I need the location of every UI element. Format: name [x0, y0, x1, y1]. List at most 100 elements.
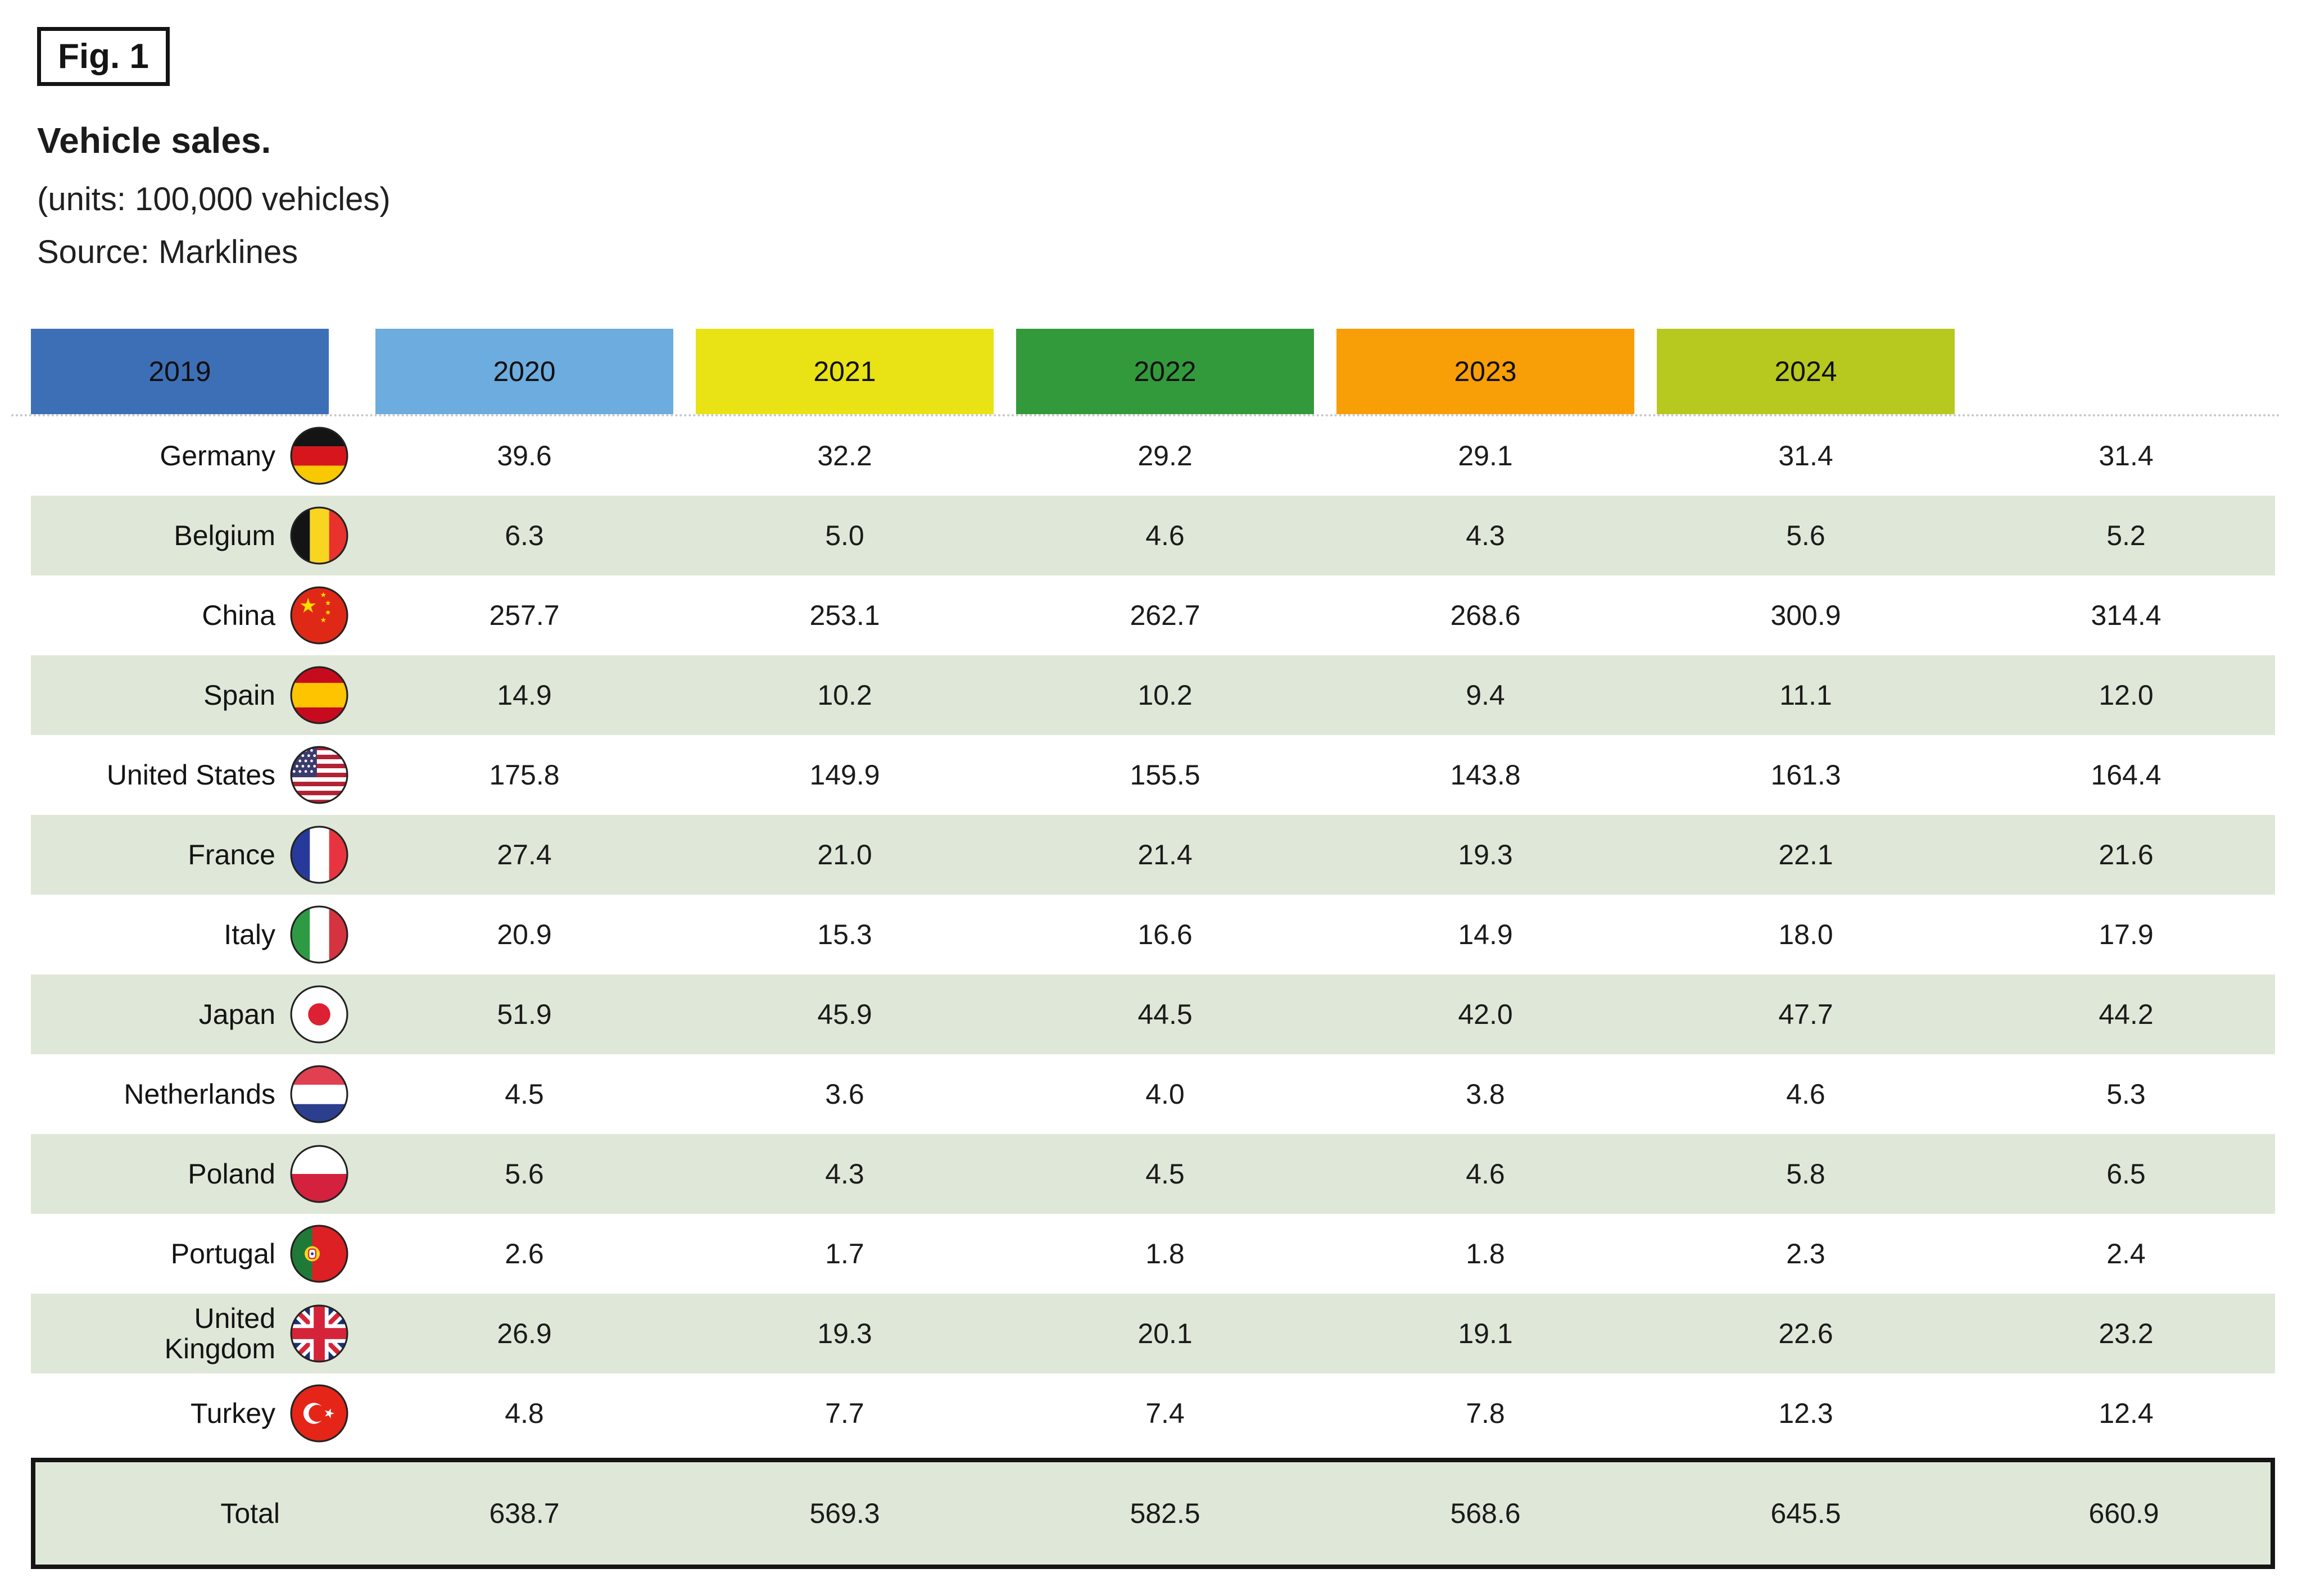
value-cell: 26.9: [497, 1318, 552, 1349]
table-row-turkey: Turkey 4.8 7.7 7.4 7.8 12.3 12.4: [31, 1373, 2275, 1453]
belgium-flag-icon: [290, 506, 348, 565]
table-row-united-kingdom: United Kingdom 26.9 19.3 20.1 19.1 22.6 23.2: [31, 1294, 2275, 1373]
country-label: Belgium: [174, 520, 275, 551]
value-cell: 51.9: [497, 999, 552, 1030]
value-cell: 2.3: [1786, 1238, 1825, 1269]
table-row-france: France 27.4 21.0 21.4 19.3 22.1 21.6: [31, 815, 2275, 895]
value-cell: 45.9: [817, 999, 872, 1030]
value-cell: 268.6: [1450, 600, 1521, 631]
country-label-line: Netherlands: [124, 1078, 275, 1110]
country-label: France: [188, 840, 275, 870]
value-cell: 23.2: [2099, 1318, 2154, 1349]
value-cell: 19.3: [817, 1318, 872, 1349]
country-cell: France: [31, 815, 375, 895]
country-cell: Japan: [31, 974, 375, 1054]
total-value-cell: 638.7: [489, 1498, 560, 1529]
value-cell: 4.6: [1466, 1158, 1505, 1190]
year-header-cell: 2023: [1336, 329, 1657, 414]
value-cell: 257.7: [489, 600, 560, 631]
country-label: Germany: [160, 441, 275, 471]
value-cell: 149.9: [809, 759, 880, 791]
country-cell: United Kingdom: [31, 1294, 375, 1373]
value-cell: 29.1: [1458, 440, 1513, 471]
table-row-germany: Germany 39.6 32.2 29.2 29.1 31.4 31.4: [31, 416, 2275, 496]
value-cell: 262.7: [1130, 600, 1200, 631]
value-cell: 31.4: [1778, 440, 1833, 471]
country-label-line: Belgium: [174, 520, 275, 551]
table-row-portugal: Portugal 2.6 1.7 1.8 1.8 2.3 2.4: [31, 1214, 2275, 1294]
country-label-line: Poland: [188, 1158, 275, 1190]
year-header-cell: 2024: [1657, 329, 1977, 414]
value-cell: 4.6: [1786, 1078, 1825, 1110]
country-label-line: Portugal: [170, 1238, 275, 1269]
value-cell: 14.9: [1458, 919, 1513, 950]
france-flag-icon: [290, 826, 348, 884]
italy-flag-icon: [290, 905, 348, 964]
united-states-flag-icon: [290, 746, 348, 804]
value-cell: 12.3: [1778, 1398, 1833, 1429]
country-label: Netherlands: [124, 1079, 275, 1109]
germany-flag-icon: [290, 427, 348, 485]
table-row-italy: Italy 20.9 15.3 16.6 14.9 18.0 17.9: [31, 895, 2275, 974]
value-cell: 7.8: [1466, 1398, 1505, 1429]
value-cell: 3.6: [825, 1078, 864, 1110]
value-cell: 2.4: [2106, 1238, 2146, 1269]
value-cell: 15.3: [817, 919, 872, 950]
year-header-2020: 2020: [375, 329, 673, 414]
value-cell: 5.6: [505, 1158, 544, 1190]
country-label-line: Kingdom: [164, 1333, 275, 1364]
year-header-cell: 2022: [1016, 329, 1336, 414]
value-cell: 20.9: [497, 919, 552, 950]
value-cell: 2.6: [505, 1238, 544, 1269]
value-cell: 5.6: [1786, 520, 1825, 551]
value-cell: 164.4: [2091, 759, 2161, 791]
value-cell: 6.5: [2106, 1158, 2146, 1190]
country-cell: China: [31, 575, 375, 655]
value-cell: 42.0: [1458, 999, 1513, 1030]
value-cell: 21.0: [817, 839, 872, 870]
value-cell: 12.0: [2099, 679, 2154, 711]
value-cell: 7.4: [1145, 1398, 1185, 1429]
country-label: Italy: [224, 919, 275, 950]
country-label-line: Spain: [203, 679, 275, 711]
value-cell: 4.6: [1145, 520, 1185, 551]
total-value-cell: 645.5: [1770, 1498, 1841, 1529]
value-cell: 12.4: [2099, 1398, 2154, 1429]
china-flag-icon: [290, 586, 348, 645]
country-cell: Belgium: [31, 496, 375, 575]
table-row-united-states: United States 175.8 149.9 155.5 143.8 161.3 16…: [31, 735, 2275, 815]
country-label: China: [202, 600, 275, 631]
value-cell: 16.6: [1138, 919, 1193, 950]
value-cell: 22.6: [1778, 1318, 1833, 1349]
country-label-line: Turkey: [191, 1398, 275, 1429]
year-header-2024: 2024: [1657, 329, 1955, 414]
netherlands-flag-icon: [290, 1065, 348, 1123]
year-header-2022: 2022: [1016, 329, 1314, 414]
value-cell: 44.2: [2099, 999, 2154, 1030]
year-header-2023: 2023: [1336, 329, 1634, 414]
country-label: Poland: [188, 1159, 275, 1189]
japan-flag-icon: [290, 985, 348, 1044]
page-title: Vehicle sales.: [37, 120, 271, 161]
value-cell: 4.5: [505, 1078, 544, 1110]
table-row-china: China 257.7 253.1 262.7 268.6 300.9 314.4: [31, 575, 2275, 655]
country-label-line: Germany: [160, 440, 275, 471]
value-cell: 31.4: [2099, 440, 2154, 471]
year-header-cell: 2020: [375, 329, 696, 414]
year-header-2019: 2019: [31, 329, 329, 414]
total-row: Total 638.7 569.3 582.5 568.6 645.5 660.9: [31, 1458, 2275, 1569]
country-label-line: Italy: [224, 919, 275, 950]
total-value-cell: 568.6: [1450, 1498, 1521, 1529]
table-row-japan: Japan 51.9 45.9 44.5 42.0 47.7 44.2: [31, 974, 2275, 1054]
spain-flag-icon: [290, 666, 348, 724]
value-cell: 29.2: [1138, 440, 1193, 471]
country-cell: Turkey: [31, 1373, 375, 1453]
united-kingdom-flag-icon: [290, 1304, 348, 1363]
value-cell: 9.4: [1466, 679, 1505, 711]
country-label: Japan: [199, 999, 275, 1030]
country-label: Portugal: [171, 1239, 275, 1269]
value-cell: 11.1: [1779, 679, 1832, 711]
table-row-netherlands: Netherlands 4.5 3.6 4.0 3.8 4.6 5.3: [31, 1054, 2275, 1134]
table-body: Germany 39.6 32.2 29.2 29.1 31.4 31.4 Belgium 6.…: [0, 416, 2302, 1569]
